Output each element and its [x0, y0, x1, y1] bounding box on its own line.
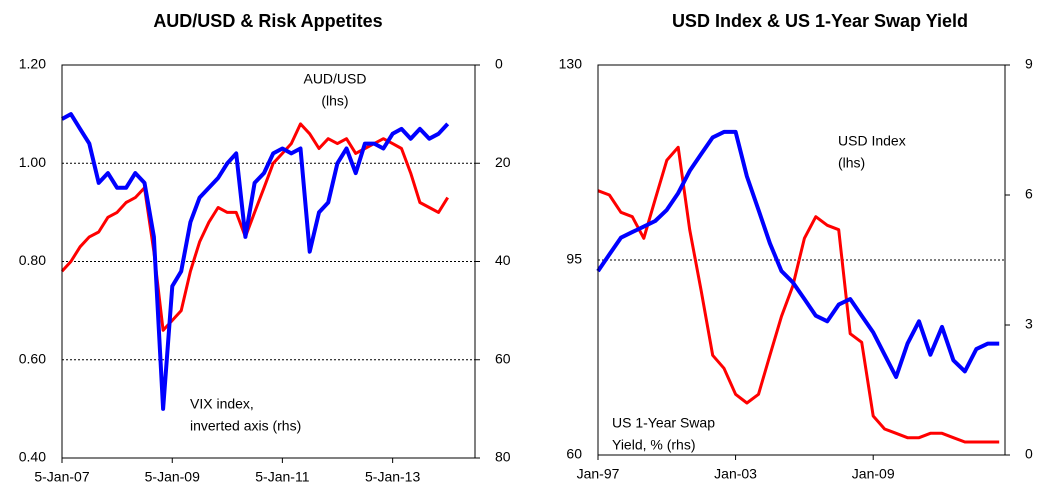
y2-tick-label: 0 [495, 56, 503, 72]
chart-title: USD Index & US 1-Year Swap Yield [672, 11, 968, 31]
plot-frame [61, 64, 476, 459]
chart-title: AUD/USD & Risk Appetites [153, 11, 382, 31]
y2-tick-label: 6 [1025, 186, 1033, 202]
x-tick-label: 5-Jan-11 [255, 469, 309, 485]
annotation: Yield, % (rhs) [612, 437, 696, 453]
x-tick-label: 5-Jan-09 [145, 469, 200, 485]
y-tick-label: 1.00 [19, 154, 46, 170]
annotation: (lhs) [838, 155, 865, 171]
y2-tick-label: 20 [495, 154, 511, 170]
y-tick-label: 0.80 [19, 252, 46, 268]
y2-tick-label: 9 [1025, 56, 1033, 72]
y-tick-label: 0.60 [19, 350, 46, 366]
annotation: AUD/USD [303, 71, 366, 87]
annotation: inverted axis (rhs) [190, 418, 301, 434]
y-tick-label: 95 [566, 251, 582, 267]
line-series [596, 129, 1000, 379]
line-series [597, 145, 1000, 444]
x-tick-label: Jan-09 [852, 466, 895, 482]
annotation: US 1-Year Swap [612, 415, 715, 431]
line-series [61, 112, 450, 411]
y-tick-label: 1.20 [19, 56, 46, 72]
annotation: VIX index, [190, 396, 254, 412]
plot-frame [597, 64, 1006, 456]
annotation: (lhs) [321, 93, 348, 109]
y-tick-label: 60 [566, 446, 582, 462]
y2-tick-label: 80 [495, 449, 511, 465]
x-tick-label: Jan-97 [577, 466, 620, 482]
x-tick-label: Jan-03 [714, 466, 757, 482]
y-tick-label: 130 [559, 56, 583, 72]
y-tick-label: 0.40 [19, 449, 46, 465]
y2-tick-label: 60 [495, 350, 511, 366]
x-tick-label: 5-Jan-07 [34, 469, 89, 485]
x-tick-label: 5-Jan-13 [365, 469, 420, 485]
y2-tick-label: 3 [1025, 316, 1033, 332]
y2-tick-label: 40 [495, 252, 511, 268]
annotation: USD Index [838, 133, 906, 149]
line-series [60, 122, 449, 332]
y2-tick-label: 0 [1025, 446, 1033, 462]
